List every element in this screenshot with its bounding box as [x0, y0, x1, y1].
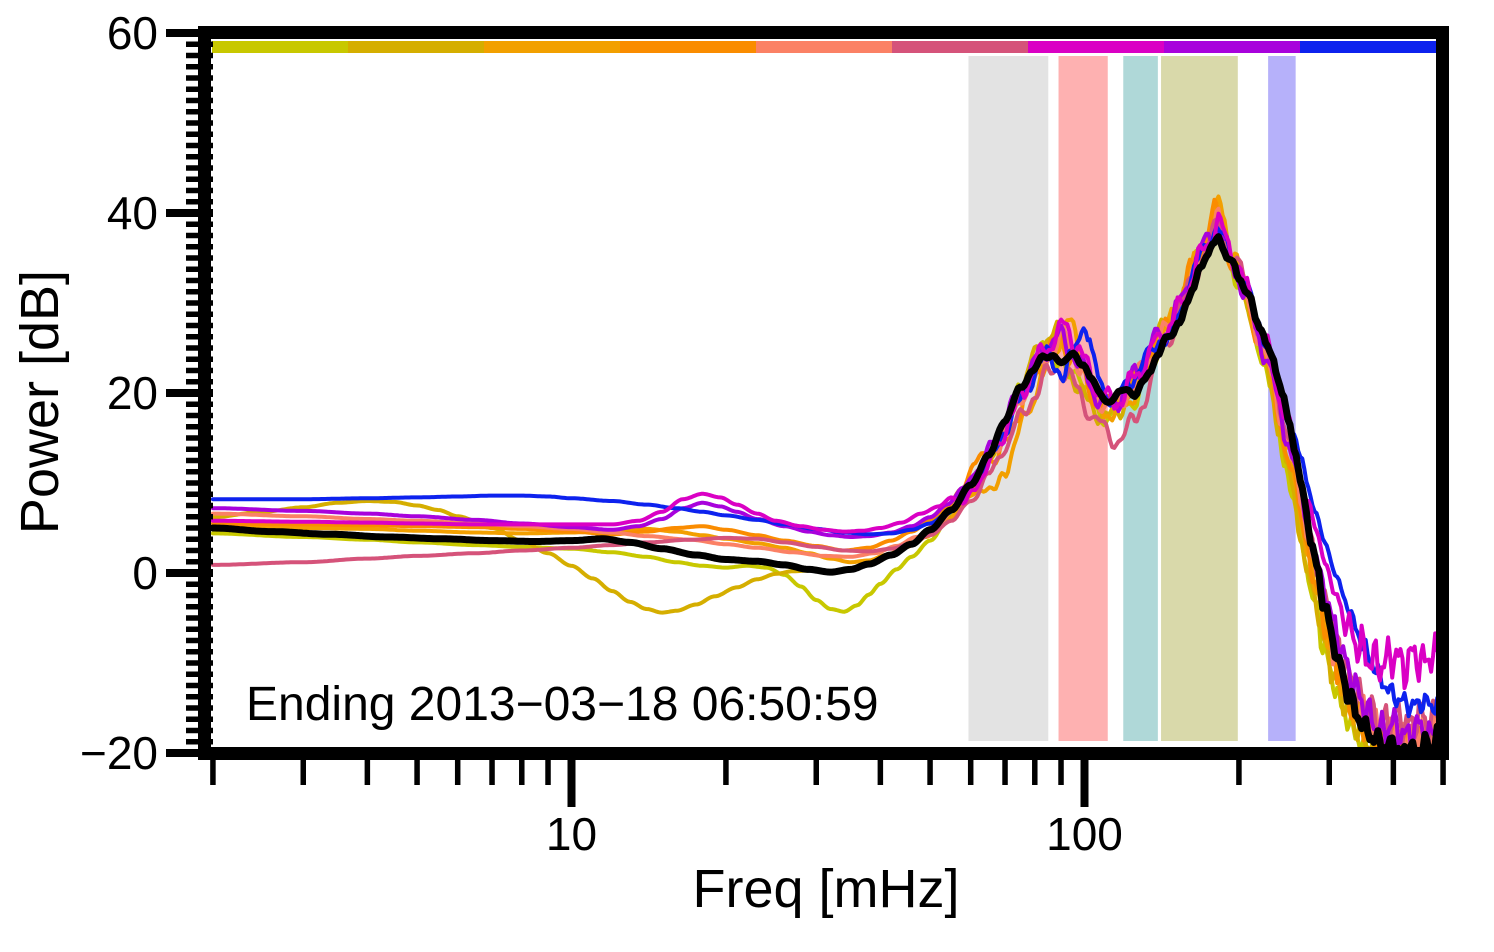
series-dark-orange: [211, 197, 1436, 747]
y-axis-title: Power [dB]: [10, 269, 70, 535]
y-tick-label: −20: [80, 727, 158, 779]
topbar-segment-3: [484, 41, 621, 53]
y-tick-label: 0: [132, 547, 158, 599]
topbar-segment-2: [348, 41, 485, 53]
topbar-segment-8: [1164, 41, 1301, 53]
topbar-segment-9: [1300, 41, 1437, 53]
x-tick-label: 10: [546, 808, 597, 860]
x-tick-label: 100: [1046, 808, 1123, 860]
x-axis-title: Freq [mHz]: [692, 859, 960, 919]
topbar-segment-7: [1028, 41, 1165, 53]
series-magenta: [211, 211, 1436, 691]
series-mean: [211, 233, 1436, 747]
topbar-segment-6: [892, 41, 1029, 53]
ending-timestamp: Ending 2013−03−18 06:50:59: [246, 678, 879, 731]
topbar-segment-4: [620, 41, 757, 53]
topbar-segment-1: [212, 41, 349, 53]
y-tick-label: 60: [107, 7, 158, 59]
plot-frame: [198, 26, 1449, 760]
y-tick-label: 40: [107, 187, 158, 239]
band-olive: [1161, 56, 1238, 741]
y-tick-label: 20: [107, 367, 158, 419]
topbar-segment-5: [756, 41, 893, 53]
series-orange: [211, 194, 1436, 747]
